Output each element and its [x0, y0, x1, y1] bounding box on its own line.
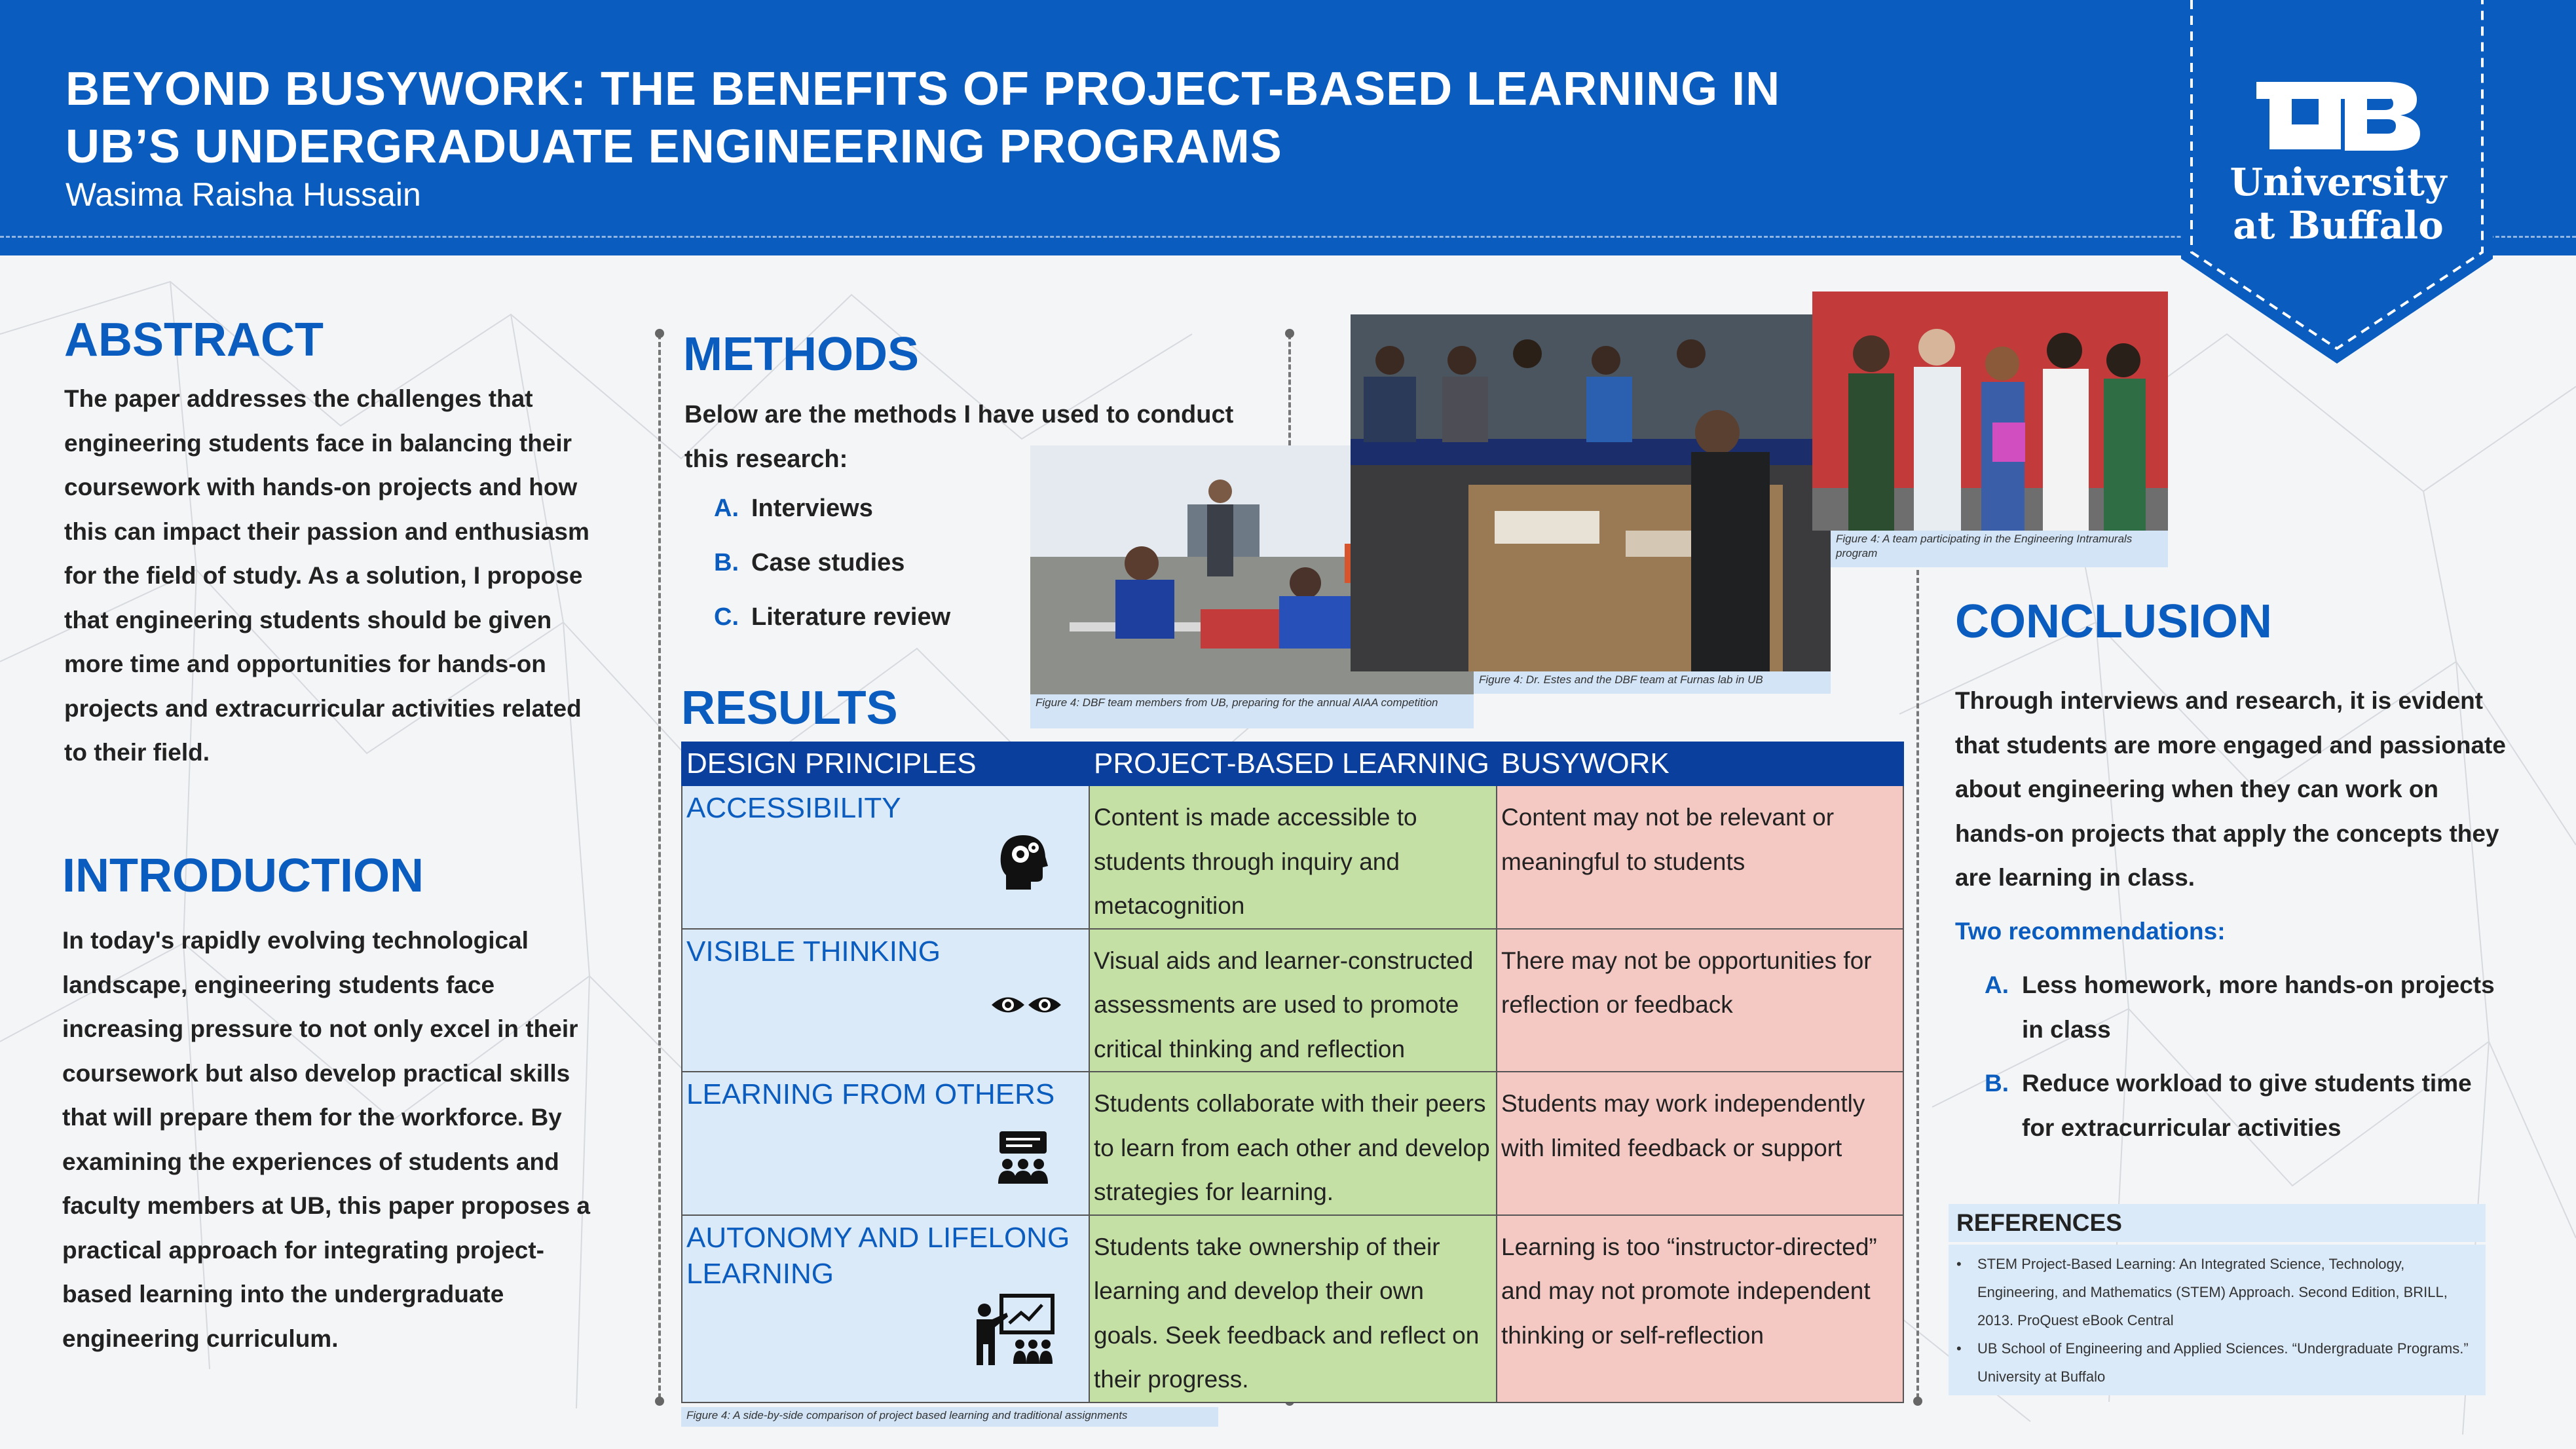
column-header: BUSYWORK [1496, 742, 1904, 786]
author-name: Wasima Raisha Hussain [65, 176, 421, 213]
recommendations-list: A. Less homework, more hands-on projects… [1985, 963, 2507, 1159]
table-row: ACCESSIBILITY Content is made accessible… [681, 785, 1904, 930]
reference-text: UB School of Engineering and Applied Sci… [1977, 1340, 2469, 1385]
frame-right-line [1916, 570, 1919, 1399]
pbl-cell: Students collaborate with their peers to… [1089, 1071, 1497, 1216]
busywork-cell: Students may work independently with lim… [1496, 1071, 1904, 1216]
group-discussion-icon [998, 1131, 1048, 1184]
methods-item: A. Interviews [714, 495, 950, 549]
frame-dot [1285, 329, 1294, 338]
university-name: University at Buffalo [2214, 160, 2463, 247]
recommendations-heading: Two recommendations: [1955, 918, 2226, 945]
conclusion-text: Through interviews and research, it is e… [1955, 687, 2506, 891]
principle-cell: VISIBLE THINKING [681, 928, 1090, 1072]
table-row: VISIBLE THINKING Visual aids and learner… [681, 928, 1904, 1072]
column-header: DESIGN PRINCIPLES [681, 742, 1090, 786]
principle-label: LEARNING FROM OTHERS [686, 1078, 1055, 1110]
principle-label: VISIBLE THINKING [686, 935, 941, 968]
conclusion-heading: CONCLUSION [1955, 595, 2272, 648]
results-table: DESIGN PRINCIPLES PROJECT-BASED LEARNING… [681, 742, 1904, 1403]
figure-caption-1: Figure 4: DBF team members from UB, prep… [1030, 694, 1474, 728]
frame-dot [655, 1397, 664, 1406]
principle-cell: LEARNING FROM OTHERS [681, 1071, 1090, 1216]
header-banner [0, 0, 2576, 255]
methods-item-letter: C. [714, 603, 739, 631]
results-heading: RESULTS [681, 682, 898, 734]
recommendation-text: Less homework, more hands-on projects in… [2022, 971, 2495, 1043]
frame-dot [1913, 1397, 1922, 1406]
intramurals-team-photo [1812, 292, 2168, 531]
logo-line-2: at Buffalo [2233, 203, 2444, 248]
frame-dot [655, 329, 664, 338]
table-header-row: DESIGN PRINCIPLES PROJECT-BASED LEARNING… [681, 742, 1904, 786]
busywork-cell: There may not be opportunities for refle… [1496, 928, 1904, 1072]
principle-cell: ACCESSIBILITY [681, 785, 1090, 930]
recommendation-item: B. Reduce workload to give students time… [1985, 1061, 2507, 1150]
introduction-heading: INTRODUCTION [62, 850, 424, 902]
recommendation-text: Reduce workload to give students time fo… [2022, 1070, 2472, 1141]
abstract-heading: ABSTRACT [64, 314, 324, 366]
table-row: AUTONOMY AND LIFELONG LEARNING Students … [681, 1214, 1904, 1403]
reference-text: STEM Project-Based Learning: An Integrat… [1977, 1256, 2448, 1328]
methods-item: C. Literature review [714, 603, 950, 658]
teacher-board-icon [977, 1293, 1055, 1365]
lab-team-photo [1351, 314, 1831, 671]
frame-left-line [658, 334, 661, 1399]
methods-item-text: Interviews [751, 495, 873, 522]
busywork-cell: Learning is too “instructor-directed” an… [1496, 1214, 1904, 1403]
recommendation-letter: B. [1985, 1070, 2009, 1097]
pbl-cell: Visual aids and learner-constructed asse… [1089, 928, 1497, 1072]
abstract-text: The paper addresses the challenges that … [64, 385, 589, 766]
methods-item: B. Case studies [714, 549, 950, 603]
reference-item: • STEM Project-Based Learning: An Integra… [1956, 1250, 2479, 1334]
header-divider [0, 236, 2576, 238]
column-header: PROJECT-BASED LEARNING [1089, 742, 1497, 786]
frame-center-line [1288, 334, 1291, 445]
ub-logo-icon [2256, 82, 2420, 151]
recommendation-letter: A. [1985, 971, 2009, 998]
logo-line-1: University [2230, 160, 2447, 204]
principle-cell: AUTONOMY AND LIFELONG LEARNING [681, 1214, 1090, 1403]
methods-item-text: Literature review [751, 603, 951, 631]
principle-label: ACCESSIBILITY [686, 792, 901, 824]
figure-caption-3: Figure 4: A team participating in the En… [1831, 531, 2168, 567]
table-caption: Figure 4: A side-by-side comparison of p… [681, 1407, 1218, 1427]
methods-item-letter: B. [714, 549, 739, 576]
eyes-icon [992, 997, 1061, 1012]
recommendation-item: A. Less homework, more hands-on projects… [1985, 963, 2507, 1051]
pbl-cell: Content is made accessible to students t… [1089, 785, 1497, 930]
references-list: • STEM Project-Based Learning: An Integra… [1949, 1245, 2486, 1395]
table-row: LEARNING FROM OTHERS Students collaborat… [681, 1071, 1904, 1216]
busywork-cell: Content may not be relevant or meaningfu… [1496, 785, 1904, 930]
poster-title: BEYOND BUSYWORK: THE BENEFITS OF PROJECT… [65, 63, 1781, 173]
methods-intro: Below are the methods I have used to con… [684, 401, 1234, 473]
methods-list: A. Interviews B. Case studies C. Literature… [714, 495, 950, 658]
methods-item-letter: A. [714, 495, 739, 522]
pbl-cell: Students take ownership of their learnin… [1089, 1214, 1497, 1403]
methods-item-text: Case studies [751, 549, 905, 576]
introduction-text: In today's rapidly evolving technologica… [62, 927, 591, 1352]
principle-label: AUTONOMY AND LIFELONG LEARNING [686, 1221, 1070, 1290]
reference-item: • UB School of Engineering and Applied Sc… [1956, 1334, 2479, 1391]
head-gears-icon [1000, 835, 1048, 890]
methods-heading: METHODS [683, 328, 919, 381]
figure-caption-2: Figure 4: Dr. Estes and the DBF team at … [1474, 671, 1831, 694]
references-heading: REFERENCES [1949, 1204, 2486, 1242]
